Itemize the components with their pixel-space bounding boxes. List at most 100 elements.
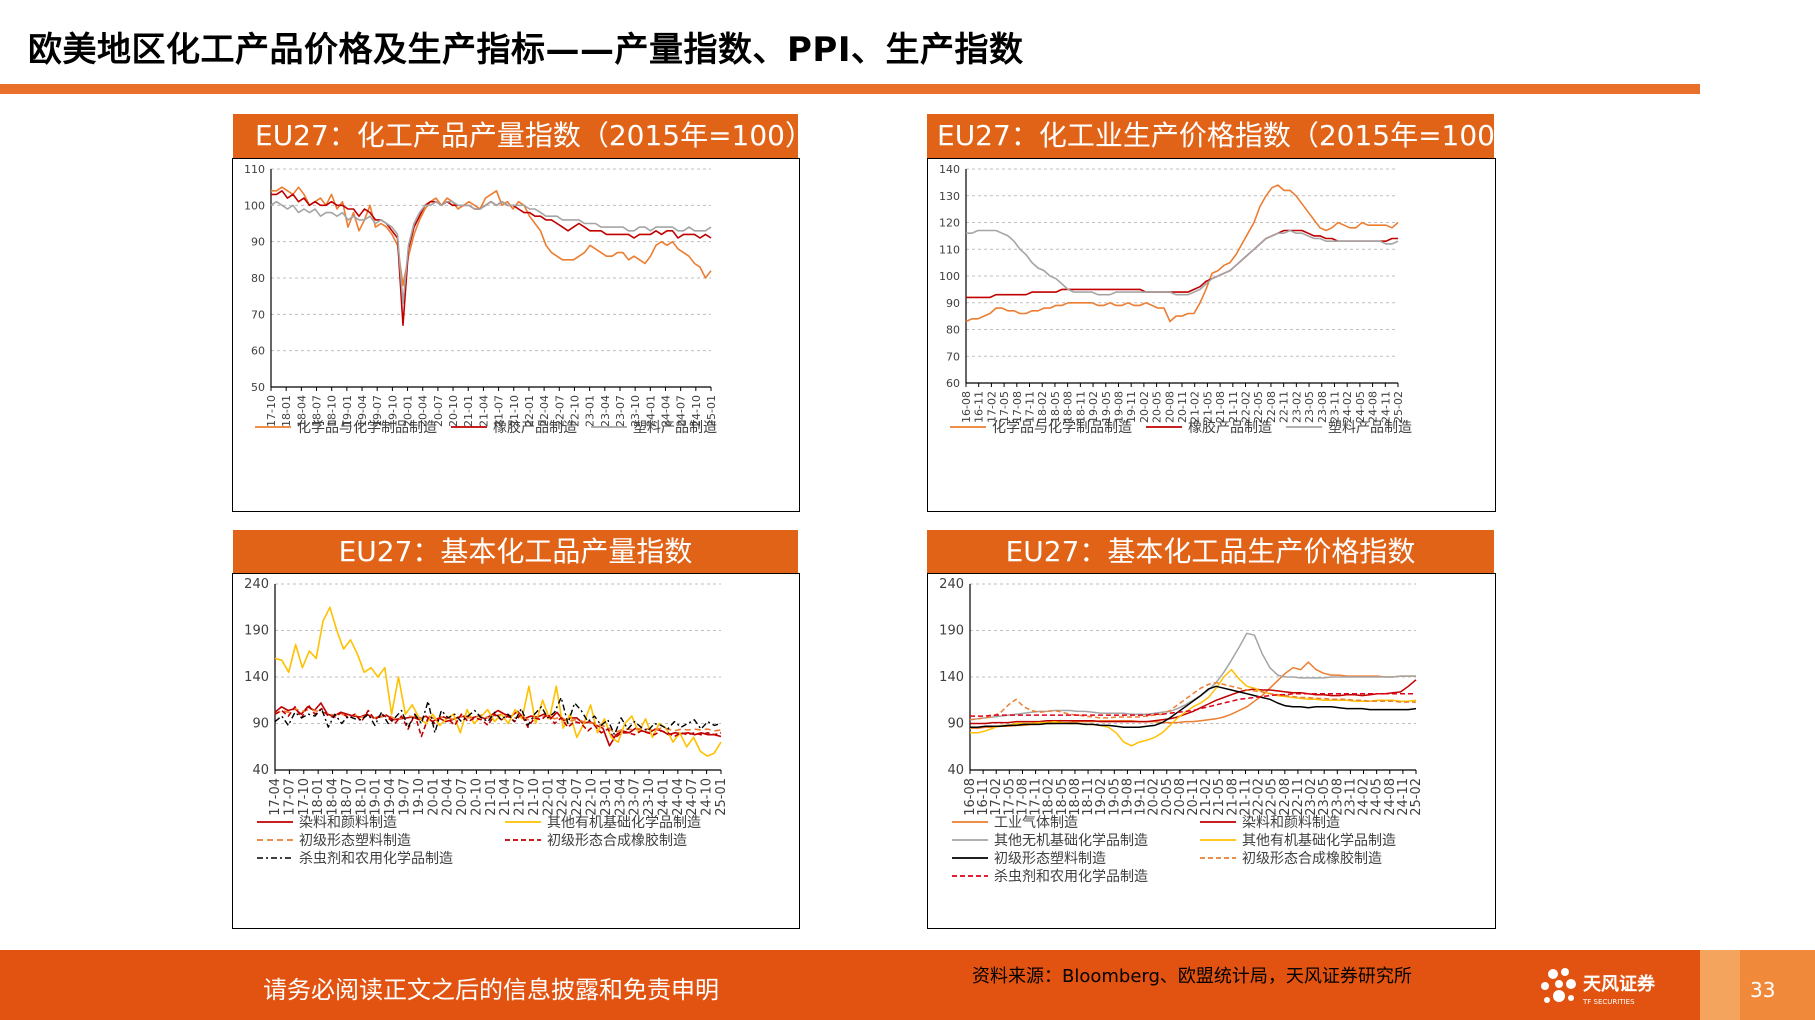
x-tick-label: 16-08: [960, 391, 973, 423]
x-tick-label: 23-02: [1304, 778, 1319, 816]
chart4-title: EU27：基本化工品生产价格指数: [927, 530, 1494, 574]
chart2-title: EU27：化工业生产价格指数（2015年=100）: [927, 114, 1523, 158]
x-tick-label: 18-01: [280, 395, 293, 427]
x-tick-label: 24-02: [1357, 778, 1372, 816]
x-tick-label: 22-01: [523, 395, 536, 427]
x-tick-label: 18-10: [354, 778, 369, 816]
series-line-1: [274, 702, 722, 747]
x-tick-label: 21-04: [498, 778, 513, 816]
x-tick-label: 24-10: [690, 395, 703, 427]
x-tick-label: 22-05: [1265, 778, 1280, 816]
y-tick-label: 90: [946, 297, 960, 310]
legend-label: 其他有机基础化学品制造: [547, 814, 701, 831]
x-tick-label: 23-10: [629, 395, 642, 427]
x-tick-label: 20-11: [1186, 778, 1201, 816]
x-tick-label: 19-01: [341, 395, 354, 427]
chart4-svg: 240 190 140 90 4016-0816-1117-0217-0517-0817…: [939, 577, 1424, 885]
x-tick-label: 17-02: [989, 778, 1004, 816]
x-tick-label: 19-07: [371, 395, 384, 427]
y-tick-label: 80: [251, 272, 265, 285]
y-tick-label: 70: [946, 350, 960, 363]
x-tick-label: 21-08: [1214, 391, 1227, 423]
y-tick-label: 70: [251, 308, 265, 321]
x-tick-label: 19-05: [1107, 778, 1122, 816]
x-tick-label: 22-08: [1265, 391, 1278, 423]
x-tick-label: 18-11: [1074, 391, 1087, 423]
x-tick-label: 18-07: [340, 778, 355, 816]
series-line-5: [970, 685, 1417, 728]
title-rule: [0, 84, 1700, 94]
legend-label: 化学品与化学制品制造: [297, 420, 437, 436]
x-tick-label: 17-08: [1015, 778, 1030, 816]
x-tick-label: 22-02: [1240, 391, 1253, 423]
x-tick-label: 17-05: [1002, 778, 1017, 816]
series-line-6: [969, 681, 1416, 721]
x-tick-label: 22-04: [556, 778, 571, 816]
y-tick-label: 90: [947, 717, 964, 732]
x-tick-label: 19-10: [412, 778, 427, 816]
legend-label: 初级形态塑料制造: [299, 832, 411, 849]
x-tick-label: 20-10: [469, 778, 484, 816]
x-tick-label: 21-05: [1201, 391, 1214, 423]
series-line-5: [274, 696, 722, 736]
x-tick-label: 23-08: [1330, 778, 1345, 816]
x-tick-label: 21-07: [513, 778, 528, 816]
x-tick-label: 23-07: [614, 395, 627, 427]
x-tick-label: 23-11: [1328, 391, 1341, 423]
series-line-3: [270, 200, 712, 305]
x-tick-label: 24-08: [1383, 778, 1398, 816]
y-tick-label: 120: [939, 217, 960, 230]
x-tick-label: 19-11: [1134, 778, 1149, 816]
x-tick-label: 22-07: [570, 778, 585, 816]
legend-label: 染料和颜料制造: [299, 815, 397, 831]
x-tick-label: 21-05: [1212, 778, 1227, 816]
x-tick-label: 17-04: [268, 778, 283, 816]
x-tick-label: 19-04: [356, 395, 369, 427]
x-tick-label: 24-11: [1396, 778, 1411, 816]
series-line-4: [274, 704, 722, 740]
x-tick-label: 22-10: [568, 395, 581, 427]
chart4-panel: 240 190 140 90 40 16-08 16-11 17-02 17-05 17-08 17…: [927, 573, 1496, 929]
x-tick-label: 24-10: [700, 778, 715, 816]
x-tick-label: 21-08: [1225, 778, 1240, 816]
x-tick-label: 20-02: [1138, 391, 1151, 423]
x-tick-label: 22-05: [1252, 391, 1265, 423]
x-tick-label: 20-04: [417, 395, 430, 427]
x-tick-label: 24-05: [1354, 391, 1367, 423]
x-tick-label: 24-07: [675, 395, 688, 427]
x-tick-label: 22-08: [1278, 778, 1293, 816]
x-tick-label: 21-11: [1227, 391, 1240, 423]
series-line-3: [966, 229, 1399, 296]
x-tick-label: 21-02: [1199, 778, 1214, 816]
chart3-panel: 240 190 140 90 40 17-04 17-07 17-10 18-01 18-04 18…: [232, 573, 800, 929]
x-tick-label: 19-04: [383, 778, 398, 816]
x-tick-label: 20-10: [447, 395, 460, 427]
x-tick-label: 21-04: [477, 395, 490, 427]
logo-subtext: TF SECURITIES: [1582, 998, 1635, 1006]
legend-label: 橡胶产品制造: [1188, 419, 1272, 436]
legend-label: 初级形态塑料制造: [994, 850, 1106, 867]
x-tick-label: 18-02: [1042, 778, 1057, 816]
x-tick-label: 22-01: [541, 778, 556, 816]
x-tick-label: 24-07: [685, 778, 700, 816]
legend-label: 初级形态合成橡胶制造: [1242, 850, 1382, 867]
x-tick-label: 23-10: [642, 778, 657, 816]
x-tick-label: 18-08: [1068, 778, 1083, 816]
y-tick-label: 40: [947, 763, 964, 778]
x-tick-label: 19-07: [397, 778, 412, 816]
series-line-2: [970, 679, 1417, 725]
series-line-1: [271, 186, 712, 287]
chart4-title-text: EU27：基本化工品生产价格指数: [1005, 535, 1416, 568]
company-logo: 天风证券 TF SECURITIES: [1535, 962, 1685, 1010]
x-tick-label: 24-01: [644, 395, 657, 427]
footer-bar: [0, 950, 1815, 1020]
legend-label: 其他无机基础化学品制造: [994, 832, 1148, 849]
x-tick-label: 20-08: [1173, 778, 1188, 816]
series-line-2: [966, 229, 1398, 299]
x-tick-label: 18-11: [1081, 778, 1096, 816]
logo-text: 天风证券: [1583, 973, 1656, 995]
chart2-title-text: EU27：化工业生产价格指数（2015年=100）: [937, 119, 1523, 152]
x-tick-label: 24-08: [1367, 391, 1380, 423]
x-tick-label: 19-10: [386, 395, 399, 427]
y-tick-label: 140: [939, 670, 964, 685]
